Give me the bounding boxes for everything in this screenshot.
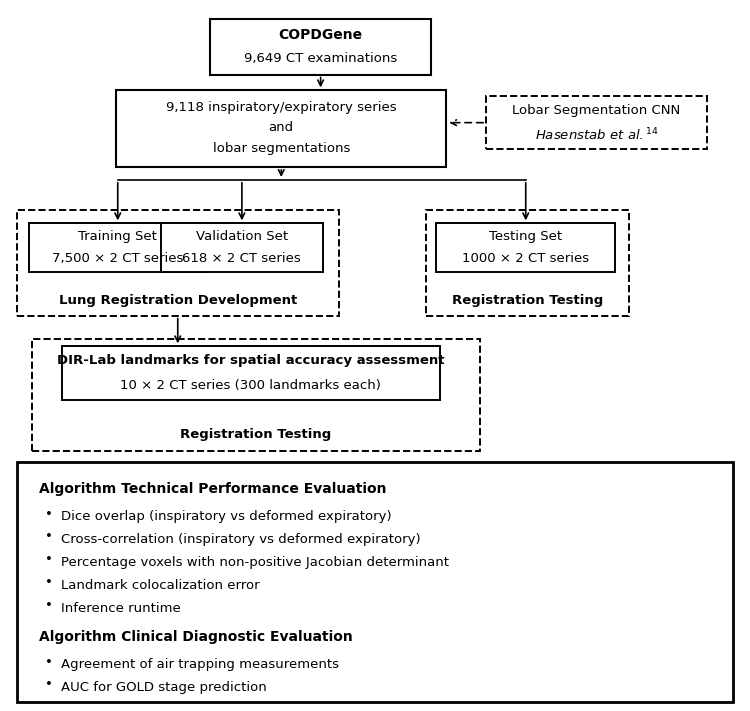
Text: 10 × 2 CT series (300 landmarks each): 10 × 2 CT series (300 landmarks each) [121, 379, 381, 392]
Text: •: • [45, 678, 53, 691]
Text: Cross-correlation (inspiratory vs deformed expiratory): Cross-correlation (inspiratory vs deform… [62, 533, 422, 546]
Text: Percentage voxels with non-positive Jacobian determinant: Percentage voxels with non-positive Jaco… [62, 556, 449, 569]
Text: Lobar Segmentation CNN: Lobar Segmentation CNN [512, 104, 681, 117]
Text: AUC for GOLD stage prediction: AUC for GOLD stage prediction [62, 681, 267, 694]
Text: Algorithm Clinical Diagnostic Evaluation: Algorithm Clinical Diagnostic Evaluation [39, 630, 352, 644]
FancyBboxPatch shape [28, 223, 207, 272]
Text: •: • [45, 530, 53, 543]
Text: lobar segmentations: lobar segmentations [212, 142, 350, 155]
FancyBboxPatch shape [486, 96, 707, 149]
Text: •: • [45, 656, 53, 668]
Text: Algorithm Technical Performance Evaluation: Algorithm Technical Performance Evaluati… [39, 482, 386, 496]
Text: •: • [45, 553, 53, 566]
Text: $\mathit{Hasenstab\ et\ al.}^{14}$: $\mathit{Hasenstab\ et\ al.}^{14}$ [535, 127, 658, 143]
FancyBboxPatch shape [436, 223, 615, 272]
Text: Validation Set: Validation Set [196, 230, 288, 242]
Text: Training Set: Training Set [78, 230, 158, 242]
Text: 9,118 inspiratory/expiratory series: 9,118 inspiratory/expiratory series [166, 101, 397, 114]
Text: Inference runtime: Inference runtime [62, 602, 182, 614]
Text: DIR-Lab landmarks for spatial accuracy assessment: DIR-Lab landmarks for spatial accuracy a… [57, 353, 445, 367]
Text: 618 × 2 CT series: 618 × 2 CT series [182, 252, 302, 265]
Text: 7,500 × 2 CT series: 7,500 × 2 CT series [52, 252, 184, 265]
Text: and: and [268, 122, 294, 134]
Text: •: • [45, 508, 53, 520]
Text: Registration Testing: Registration Testing [180, 428, 332, 441]
Text: Registration Testing: Registration Testing [452, 294, 603, 306]
Text: Testing Set: Testing Set [489, 230, 562, 242]
FancyBboxPatch shape [16, 462, 733, 702]
Text: Agreement of air trapping measurements: Agreement of air trapping measurements [62, 658, 340, 671]
Text: Landmark colocalization error: Landmark colocalization error [62, 579, 260, 592]
Text: Dice overlap (inspiratory vs deformed expiratory): Dice overlap (inspiratory vs deformed ex… [62, 510, 392, 523]
FancyBboxPatch shape [210, 19, 431, 75]
FancyBboxPatch shape [62, 346, 440, 400]
Text: 1000 × 2 CT series: 1000 × 2 CT series [462, 252, 590, 265]
Text: 9,649 CT examinations: 9,649 CT examinations [244, 52, 398, 65]
Text: •: • [45, 599, 53, 611]
FancyBboxPatch shape [161, 223, 322, 272]
Text: •: • [45, 576, 53, 589]
FancyBboxPatch shape [116, 90, 446, 167]
Text: Lung Registration Development: Lung Registration Development [58, 294, 297, 306]
Text: COPDGene: COPDGene [278, 28, 363, 42]
